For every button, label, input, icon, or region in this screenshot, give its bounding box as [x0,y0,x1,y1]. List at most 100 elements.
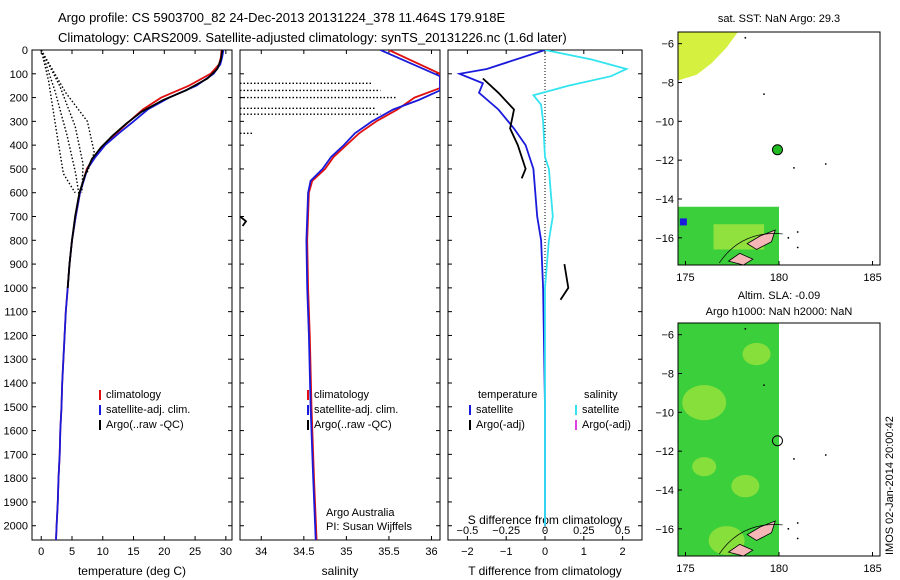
x-tick-label: −2 [461,546,474,558]
y-tick-label: 400 [10,140,28,152]
legend-entry: salinity [584,389,618,401]
series-line [559,263,570,301]
sla-anomaly [731,474,760,498]
reef-dot [744,327,747,330]
x-tick-label: 10 [97,546,109,558]
series-group [240,50,440,540]
y-tick-label: 1400 [4,378,28,390]
panel-annotation: Argo Australia [326,507,395,519]
legend-entry: satellite-adj. clim. [106,404,190,416]
x-tick-label: −1 [500,546,513,558]
legend: temperature satellite Argo(-adj) salinity sa… [469,389,631,431]
y-tick-label: 1700 [4,449,28,461]
x2-tick-label: −0.5 [457,525,479,537]
y-tick-label: 500 [10,164,28,176]
map-y-tick-label: −16 [655,233,674,245]
reef-dot [787,236,790,239]
figure-title-line1: Argo profile: CS 5903700_82 24-Dec-2013 … [58,10,505,25]
x-tick-label: 5 [69,546,75,558]
x-tick-label: 25 [189,546,201,558]
map-x-tick-label: 175 [676,272,694,284]
series-line [66,50,224,288]
map-title: sat. SST: NaN Argo: 29.3 [718,13,840,25]
profile-panel-1: 0 5 10 15 20 25 30 temperature (deg C) 0 100 200 30… [4,45,233,578]
panel-annotation: PI: Susan Wijffels [326,521,412,533]
y-tick-label: 1300 [4,354,28,366]
reef-dot [824,454,827,456]
land-island [727,252,754,265]
series-line [40,50,76,194]
reef-dot [793,167,795,169]
legend-entry: climatology [106,389,162,401]
legend-entry: climatology [314,389,370,401]
sla-anomaly [692,457,717,477]
map-y-tick-label: −8 [661,77,674,89]
y-tick-label: 700 [10,212,28,224]
x2-tick-label: 0 [542,525,548,537]
x-tick-label: 35 [340,546,352,558]
map-y-tick-label: −10 [655,407,674,419]
map-subtitle: Argo h1000: NaN h2000: NaN [706,306,853,318]
y-tick-label: 1600 [4,426,28,438]
series-line [456,50,546,526]
x-axis-label: T difference from climatology [468,564,622,578]
series-line [40,50,81,198]
map-y-tick-label: −14 [655,485,674,497]
reef-dot [824,163,827,165]
series-line [482,77,527,179]
y-tick-label: 1500 [4,402,28,414]
map-title: Altim. SLA: -0.09 [738,290,821,302]
y-tick-label: 1200 [4,330,28,342]
x-tick-label: 34 [255,546,267,558]
land-island [727,543,754,556]
panel-frame [239,49,441,541]
x-tick-label: 0 [542,546,548,558]
series-line [305,50,440,540]
sst-cold-cell [679,218,687,226]
x-tick-label: 35.5 [378,546,399,558]
x2-tick-label: 0.25 [573,525,594,537]
series-group [456,50,630,526]
y-tick-label: 200 [10,93,28,105]
profile-panel-3: −2 −1 0 1 2 T difference from climatology −0.5… [447,49,643,578]
sla-anomaly [742,342,771,366]
reef-dot [763,93,765,96]
y-tick-label: 600 [10,188,28,200]
sla-anomaly [682,385,727,421]
reef-dot [793,458,795,460]
y-tick-label: 0 [22,45,28,57]
x-axis-label: salinity [322,564,359,578]
sst-patch [678,32,738,81]
map-field [678,32,827,265]
legend-entry: Argo(..raw -QC) [314,419,392,431]
y-tick-label: 1900 [4,497,28,509]
profile-panel-2: 34 34.5 35 35.5 36 salinity climatology satelli… [239,49,441,578]
series-line [240,215,248,227]
legend-entry: temperature [478,389,537,401]
y-tick-label: 900 [10,259,28,271]
argo-position-marker [771,435,783,447]
y-tick-label: 300 [10,116,28,128]
map-x-tick-label: 180 [770,563,788,575]
figure-title-line2: Climatology: CARS2009. Satellite-adjuste… [58,30,567,45]
map-y-tick-label: −8 [661,368,674,380]
reef-dot [796,537,799,540]
map-x-tick-label: 185 [863,563,881,575]
map-panels: sat. SST: NaN Argo: 29.3 175 180 185 −6 −8 −10… [655,13,881,575]
x-tick-label: 30 [220,546,232,558]
series-group [40,50,225,540]
x-tick-label: 20 [158,546,170,558]
x-tick-label: 1 [581,546,587,558]
reef-dot [744,36,747,39]
map-panel-1: sat. SST: NaN Argo: 29.3 175 180 185 −6 −8 −10… [655,13,881,284]
y-tick-label: 2000 [4,521,28,533]
reef-dot [796,246,799,249]
reef-dot [763,384,765,387]
legend-entry: Argo(..raw -QC) [106,419,184,431]
map-y-tick-label: −10 [655,116,674,128]
map-y-tick-label: −6 [661,39,674,51]
legend: climatology satellite-adj. clim. Argo(..ra… [307,389,398,431]
imos-timestamp: IMOS 02-Jan-2014 20:00:42 [884,416,896,555]
series-line [40,50,95,174]
legend-entry: Argo(-adj) [582,419,631,431]
